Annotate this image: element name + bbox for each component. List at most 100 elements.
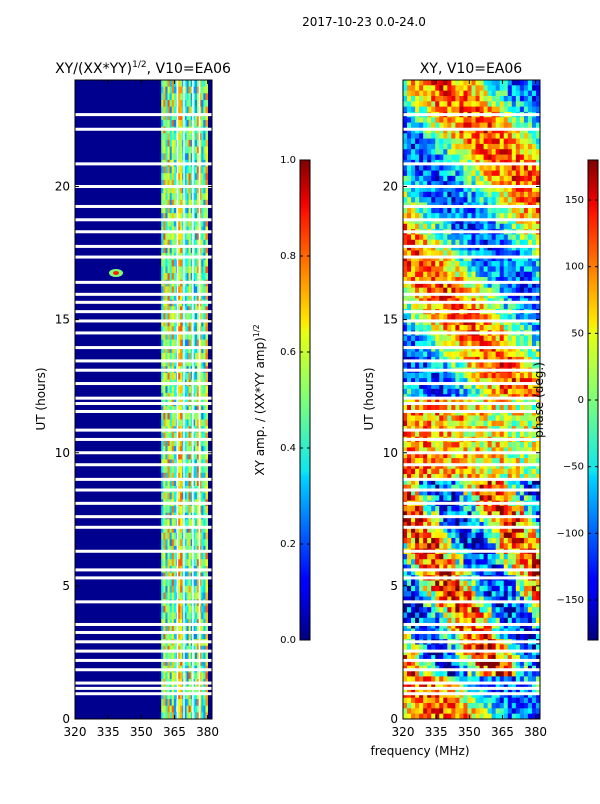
phase-cell [403,495,407,501]
phase-cell [419,85,423,91]
phase-cell [443,341,447,347]
phase-cell [504,261,508,267]
phase-cell [512,288,516,294]
amp-cell [205,93,208,100]
phase-cell [472,133,476,139]
phase-cell [451,373,455,379]
phase-cell [472,107,476,113]
phase-cell [516,362,520,368]
phase-cell [447,352,451,358]
phase-cell [484,314,488,320]
phase-cell [407,325,411,331]
phase-cell [476,144,480,150]
phase-cell [407,442,411,448]
phase-cell [532,261,536,267]
phase-cell [427,442,431,448]
phase-cell [476,123,480,129]
phase-cell [504,325,508,331]
phase-cell [496,495,500,501]
phase-cell [512,224,516,230]
phase-cell [435,96,439,102]
phase-cell [516,117,520,123]
phase-cell [407,149,411,155]
data-gap [75,402,212,405]
phase-cell [532,107,536,113]
phase-cell [455,192,459,198]
phase-cell [496,442,500,448]
phase-cell [532,171,536,177]
phase-cell [480,240,484,246]
phase-cell [504,266,508,272]
phase-cell [524,139,528,145]
phase-cell [427,261,431,267]
phase-cell [508,272,512,278]
phase-cell [508,261,512,267]
phase-cell [431,96,435,102]
phase-cell [463,421,467,427]
phase-cell [476,431,480,437]
phase-cell [512,234,516,240]
phase-cell [532,213,536,219]
phase-cell [419,192,423,198]
phase-cell [528,133,532,139]
phase-cell [407,314,411,320]
phase-cell [492,80,496,86]
phase-cell [463,373,467,379]
y-tick-label: 5 [62,579,70,593]
phase-cell [472,458,476,464]
phase-cell [508,362,512,368]
phase-cell [516,431,520,437]
phase-cell [496,458,500,464]
phase-cell [427,224,431,230]
phase-cell [447,155,451,161]
phase-cell [431,192,435,198]
phase-cell [504,304,508,310]
phase-cell [403,469,407,475]
phase-cell [472,336,476,342]
phase-cell [427,415,431,421]
phase-cell [492,458,496,464]
phase-cell [463,261,467,267]
phase-cell [459,192,463,198]
phase-cell [455,362,459,368]
amp-cell [205,706,208,713]
phase-cell [484,272,488,278]
amp-cell [205,107,208,114]
phase-cell [443,373,447,379]
phase-cell [407,266,411,272]
phase-cell [411,415,415,421]
data-gap [75,550,212,553]
phase-cell [423,117,427,123]
data-gap [75,382,212,385]
phase-cell [435,208,439,214]
phase-cell [472,117,476,123]
phase-cell [455,224,459,230]
phase-cell [435,224,439,230]
phase-cell [512,421,516,427]
phase-cell [480,352,484,358]
phase-cell [520,234,524,240]
phase-cell [524,304,528,310]
phase-cell [403,139,407,145]
phase-cell [407,458,411,464]
phase-cell [415,341,419,347]
phase-cell [435,261,439,267]
phase-cell [443,208,447,214]
phase-cell [480,144,484,150]
phase-cell [419,234,423,240]
phase-cell [463,250,467,256]
phase-cell [484,101,488,107]
phase-cell [467,373,471,379]
phase-cell [532,458,536,464]
phase-cell [516,144,520,150]
phase-cell [423,250,427,256]
phase-cell [435,85,439,91]
phase-cell [504,133,508,139]
phase-cell [476,261,480,267]
phase-cell [431,415,435,421]
phase-cell [476,80,480,86]
phase-cell [504,336,508,342]
phase-cell [451,421,455,427]
phase-cell [411,208,415,214]
phase-cell [472,495,476,501]
